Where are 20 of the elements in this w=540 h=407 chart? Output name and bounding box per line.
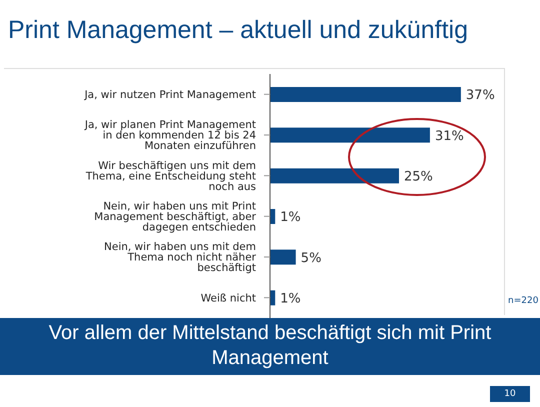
y-tick-label: Ja, wir nutzen Print Management [84, 89, 256, 102]
y-tick-label: Ja, wir planen Print Management in den kommenden 12 bis 24 Monaten einzuführen [84, 119, 256, 152]
bar [270, 128, 430, 143]
data-label: 1% [280, 291, 301, 306]
text: n=220 [508, 296, 538, 306]
y-tick-label: Nein, wir haben uns mit Print Management beschäftigt, aber dagegen entschieden [94, 200, 257, 234]
text: Vor allem der Mittelstand beschäftigt sich mit Print Management [0, 318, 540, 375]
data-label: 5% [300, 250, 322, 266]
y-tick-label: Wir beschäftigen uns mit dem Thema, eine Entscheidung steht noch aus [84, 160, 256, 193]
chart-title: Print Management – aktuell und zukünftig [8, 16, 468, 45]
data-label: 1% [280, 210, 301, 226]
bar [270, 168, 399, 184]
data-label: 25% [404, 169, 433, 184]
y-tick-label: Weiß nicht [200, 292, 256, 304]
text: 10 [490, 386, 530, 402]
bar [270, 250, 296, 265]
bar [270, 87, 461, 102]
y-tick-label: Nein, wir haben uns mit dem Thema noch nicht näher beschäftigt [104, 241, 257, 274]
data-label: 37% [466, 88, 495, 104]
data-label: 31% [434, 128, 464, 144]
